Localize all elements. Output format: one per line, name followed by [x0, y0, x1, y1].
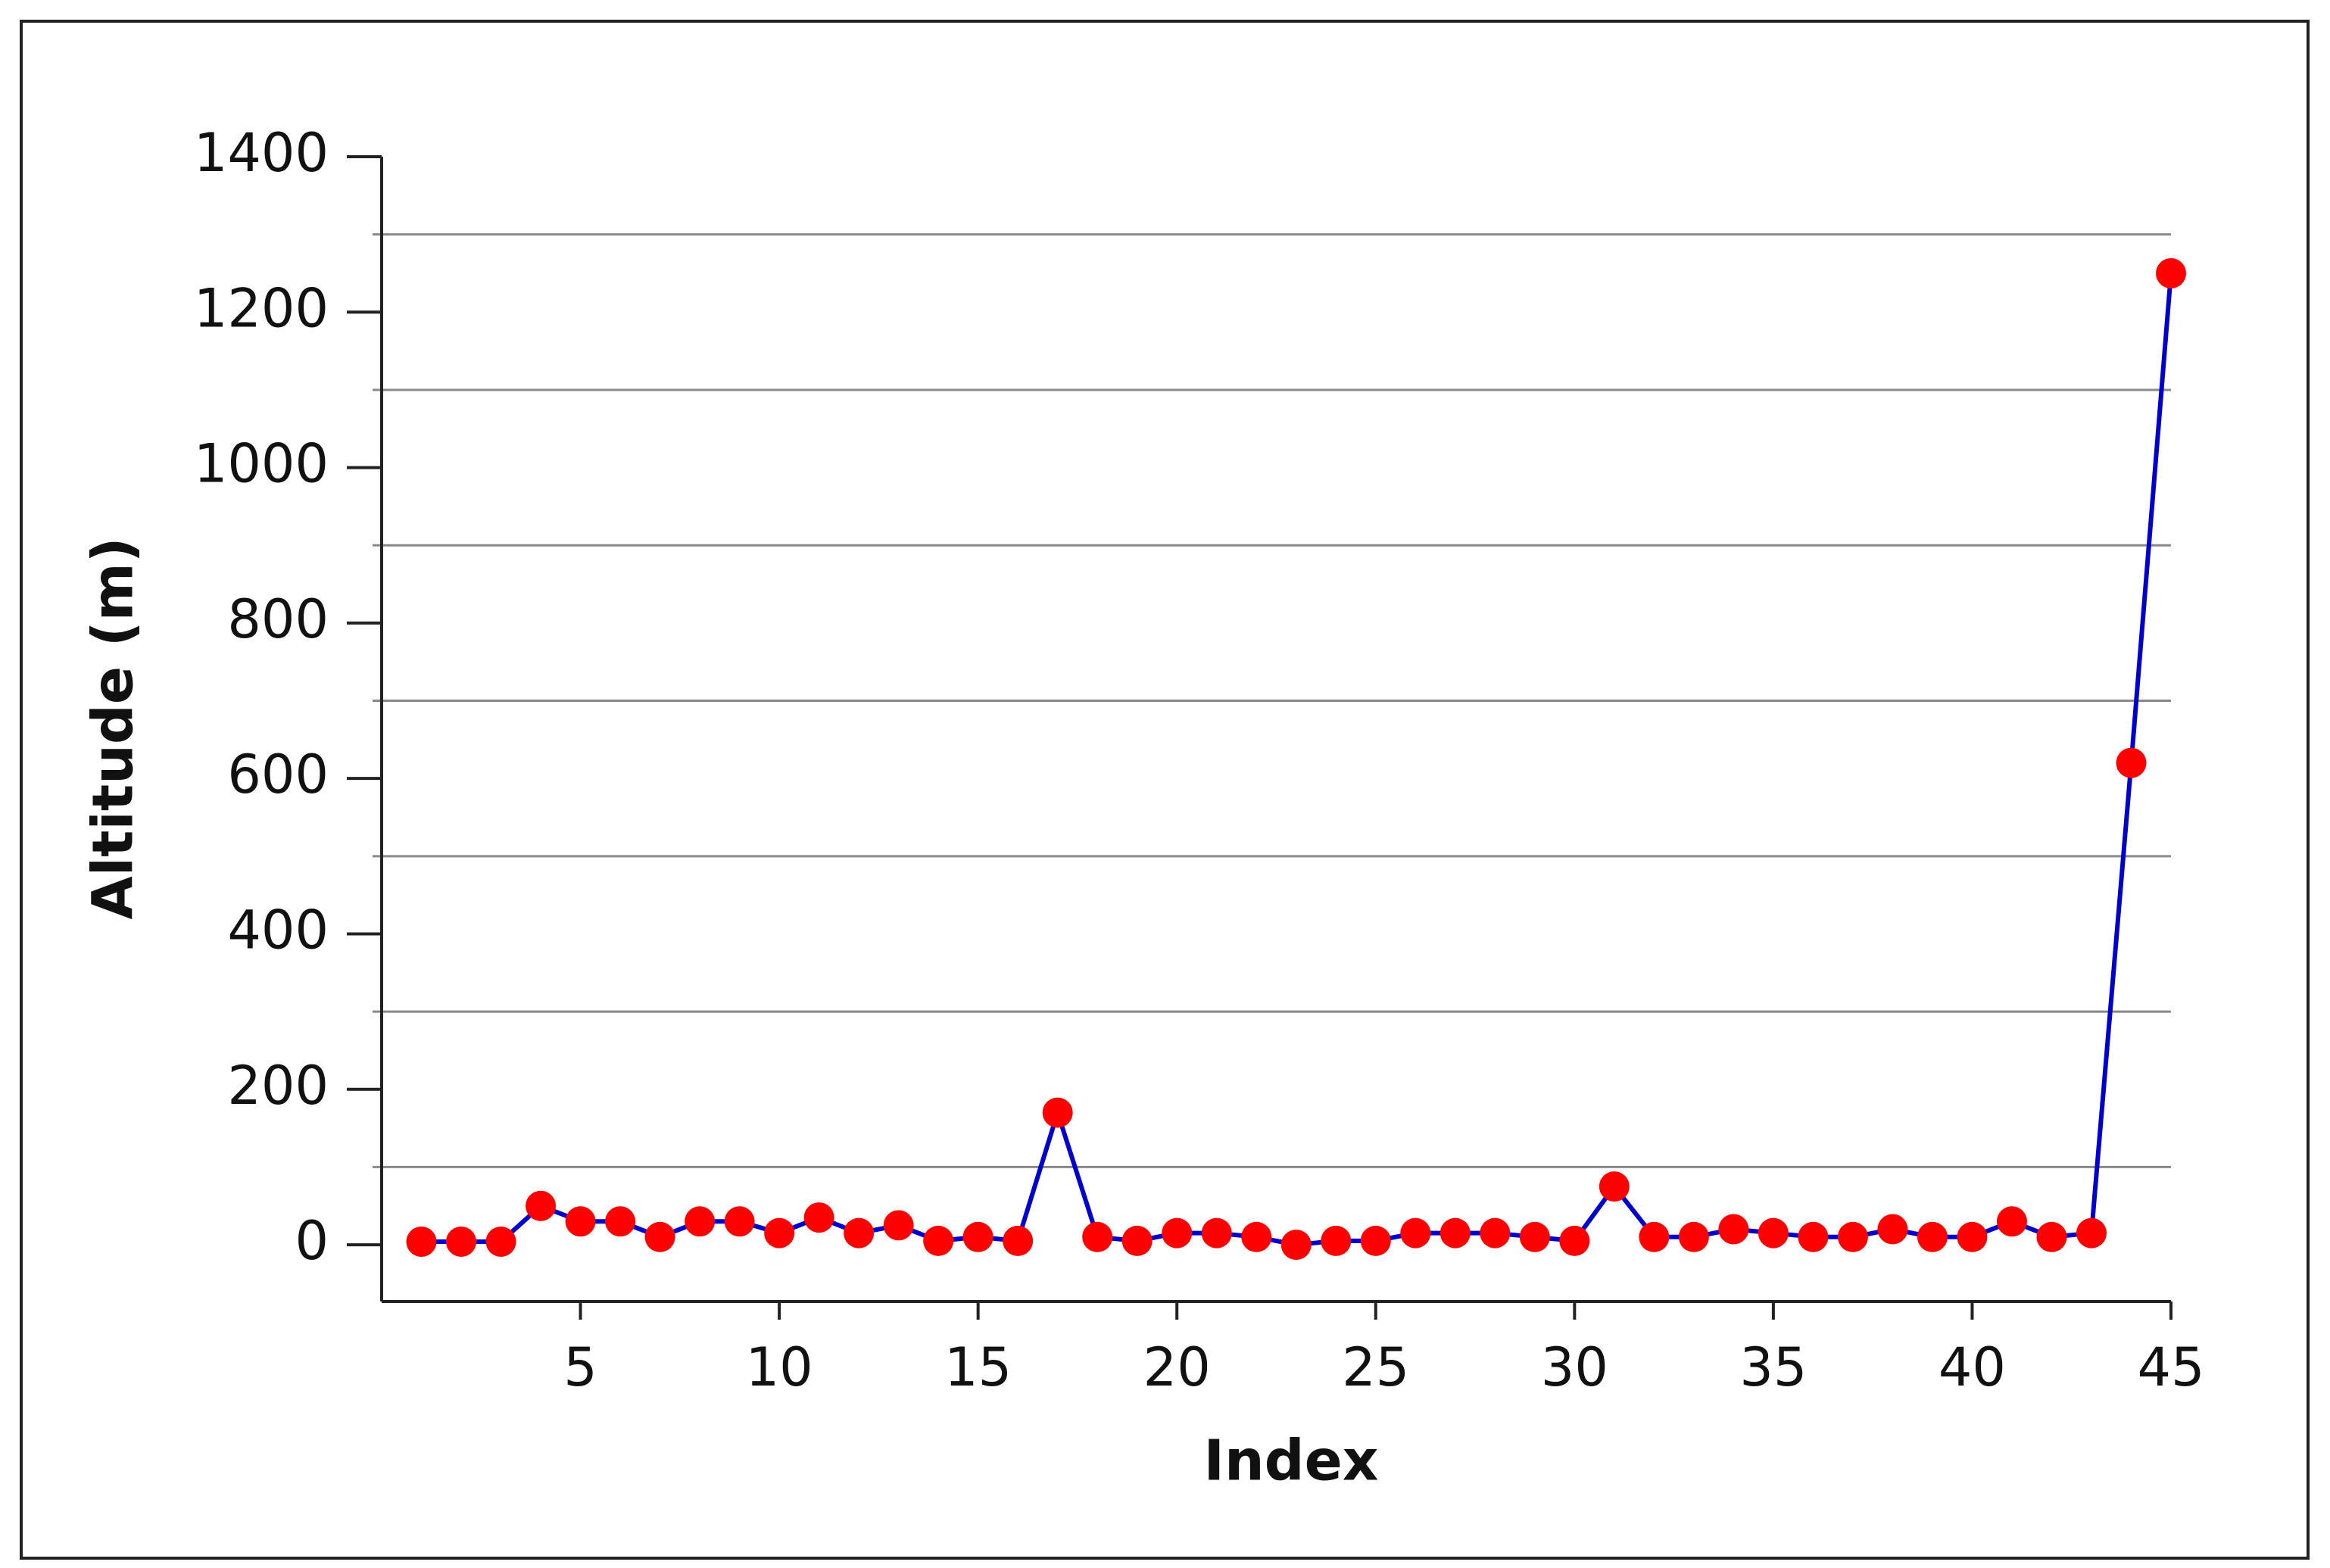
marker — [1439, 1217, 1471, 1248]
marker — [1639, 1221, 1670, 1252]
marker — [764, 1217, 795, 1248]
marker — [406, 1226, 437, 1257]
marker — [883, 1210, 914, 1241]
marker — [1082, 1221, 1113, 1252]
marker — [844, 1217, 875, 1248]
x-tick-label: 45 — [2137, 1336, 2204, 1398]
marker — [923, 1225, 954, 1256]
y-tick-label: 800 — [227, 588, 329, 650]
marker — [803, 1202, 834, 1233]
marker — [485, 1226, 516, 1257]
x-tick-label: 15 — [944, 1336, 1012, 1398]
x-tick-label: 5 — [563, 1336, 597, 1398]
marker — [1360, 1225, 1391, 1256]
y-tick-label: 0 — [295, 1210, 329, 1272]
marker — [1718, 1214, 1749, 1245]
marker — [446, 1226, 477, 1257]
marker — [724, 1206, 755, 1237]
marker — [1837, 1221, 1868, 1252]
y-tick-label: 200 — [227, 1055, 329, 1117]
x-tick-label: 10 — [746, 1336, 813, 1398]
marker — [2156, 257, 2186, 288]
x-tick-label: 25 — [1342, 1336, 1409, 1398]
marker — [1162, 1217, 1193, 1248]
marker — [962, 1221, 993, 1252]
marker — [1400, 1217, 1431, 1248]
x-tick-label: 30 — [1541, 1336, 1608, 1398]
marker — [1678, 1221, 1709, 1252]
marker — [1003, 1225, 1034, 1256]
marker — [1480, 1217, 1511, 1248]
marker — [1877, 1214, 1908, 1245]
marker — [1957, 1221, 1988, 1252]
marker — [1241, 1221, 1272, 1252]
marker — [644, 1221, 675, 1252]
marker — [2076, 1217, 2107, 1248]
marker — [1321, 1225, 1352, 1256]
marker — [1917, 1221, 1948, 1252]
x-tick-label: 35 — [1739, 1336, 1807, 1398]
y-tick-label: 1200 — [194, 277, 329, 339]
marker — [1559, 1225, 1590, 1256]
y-axis-title: Altitude (m) — [81, 537, 146, 919]
marker — [565, 1206, 596, 1237]
marker — [1042, 1097, 1073, 1128]
marker — [1280, 1230, 1312, 1261]
y-tick-label: 1000 — [194, 433, 329, 495]
marker — [605, 1206, 636, 1237]
marker — [526, 1190, 557, 1221]
x-axis-title: Index — [1203, 1429, 1378, 1494]
frame — [20, 20, 2310, 1560]
marker — [1758, 1217, 1789, 1248]
marker — [1798, 1221, 1829, 1252]
marker — [2036, 1221, 2067, 1252]
marker — [1201, 1217, 1232, 1248]
x-tick-label: 40 — [1939, 1336, 2006, 1398]
marker — [1519, 1221, 1550, 1252]
y-tick-label: 400 — [227, 899, 329, 962]
x-tick-label: 20 — [1143, 1336, 1211, 1398]
marker — [1121, 1225, 1153, 1256]
marker — [685, 1206, 716, 1237]
marker — [1996, 1206, 2027, 1237]
marker — [1599, 1171, 1630, 1202]
y-tick-label: 600 — [227, 743, 329, 806]
y-tick-label: 1400 — [194, 122, 329, 184]
marker — [2116, 747, 2147, 778]
